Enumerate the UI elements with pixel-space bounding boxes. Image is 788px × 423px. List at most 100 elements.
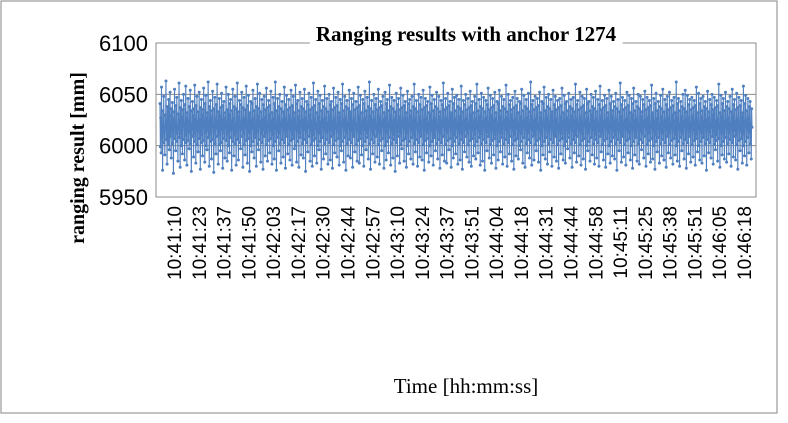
data-point (568, 105, 572, 109)
data-point (613, 105, 617, 109)
data-point (491, 139, 495, 143)
data-point (734, 108, 738, 112)
data-point (496, 158, 500, 162)
data-point (400, 106, 404, 110)
data-point (745, 109, 749, 113)
data-point (488, 93, 492, 97)
data-point (304, 169, 308, 173)
data-point (434, 105, 438, 109)
data-point (449, 114, 453, 118)
data-point (573, 132, 577, 136)
data-point (191, 134, 195, 138)
data-point (413, 150, 417, 154)
data-point (688, 121, 692, 125)
data-point (489, 161, 493, 165)
data-point (478, 115, 482, 119)
data-point (245, 139, 249, 143)
data-point (377, 115, 381, 119)
data-point (214, 103, 218, 107)
data-point (643, 89, 647, 93)
data-point (594, 138, 598, 142)
data-point (213, 142, 217, 146)
data-point (477, 129, 481, 133)
data-point (604, 127, 608, 131)
data-point (438, 166, 442, 170)
data-point (544, 127, 548, 131)
data-point (527, 138, 531, 142)
x-axis-title: Time [hh:mm:ss] (394, 374, 539, 398)
data-point (304, 130, 308, 134)
data-point (263, 154, 267, 158)
data-point (395, 122, 399, 126)
data-point (220, 141, 224, 145)
data-point (385, 130, 389, 134)
data-point (632, 140, 636, 144)
data-point (171, 142, 175, 146)
data-point (736, 167, 740, 171)
data-point (717, 136, 721, 140)
data-point (459, 131, 463, 135)
x-tick-label: 10:44:44 (562, 206, 583, 280)
data-point (584, 167, 588, 171)
data-point (414, 126, 418, 130)
data-point (290, 119, 294, 123)
data-point (239, 147, 243, 151)
data-point (294, 122, 298, 126)
data-point (749, 121, 753, 125)
data-point (224, 125, 228, 129)
data-point (663, 124, 667, 128)
data-point (594, 89, 598, 93)
data-point (747, 151, 751, 155)
data-point (236, 138, 240, 142)
data-point (353, 108, 357, 112)
x-tick-label: 10:45:11 (611, 206, 632, 279)
data-point (566, 147, 570, 151)
data-point (567, 135, 571, 139)
data-point (313, 104, 317, 108)
data-point (176, 112, 180, 116)
data-point (410, 128, 414, 132)
data-point (728, 138, 732, 142)
data-point (716, 159, 720, 163)
data-point (180, 152, 184, 156)
data-point (319, 140, 322, 144)
data-point (163, 113, 167, 117)
data-point (199, 97, 203, 101)
data-point (293, 126, 297, 130)
data-point (700, 109, 704, 113)
data-point (405, 89, 409, 93)
data-point (560, 86, 564, 90)
data-point (428, 125, 431, 129)
data-point (673, 111, 677, 115)
data-point (511, 119, 515, 123)
data-point (504, 127, 508, 131)
data-point (554, 117, 558, 121)
data-point (255, 105, 259, 109)
data-point (261, 103, 265, 107)
data-point (286, 152, 290, 156)
data-point (733, 134, 737, 138)
data-point (638, 94, 642, 98)
data-point (170, 101, 174, 105)
data-point (299, 105, 303, 109)
data-point (460, 138, 464, 142)
data-point (453, 95, 457, 99)
data-point (224, 85, 228, 89)
data-point (193, 83, 197, 87)
data-point (185, 163, 189, 167)
data-point (160, 121, 164, 125)
data-point (276, 115, 280, 119)
data-point (220, 91, 224, 95)
data-point (653, 102, 657, 106)
data-point (635, 159, 639, 163)
data-point (574, 117, 578, 121)
data-point (167, 126, 171, 130)
data-point (390, 142, 394, 146)
data-point (262, 94, 266, 98)
data-point (451, 156, 455, 160)
data-point (208, 131, 212, 135)
data-point (407, 102, 411, 106)
data-point (339, 144, 343, 148)
data-point (536, 122, 540, 126)
